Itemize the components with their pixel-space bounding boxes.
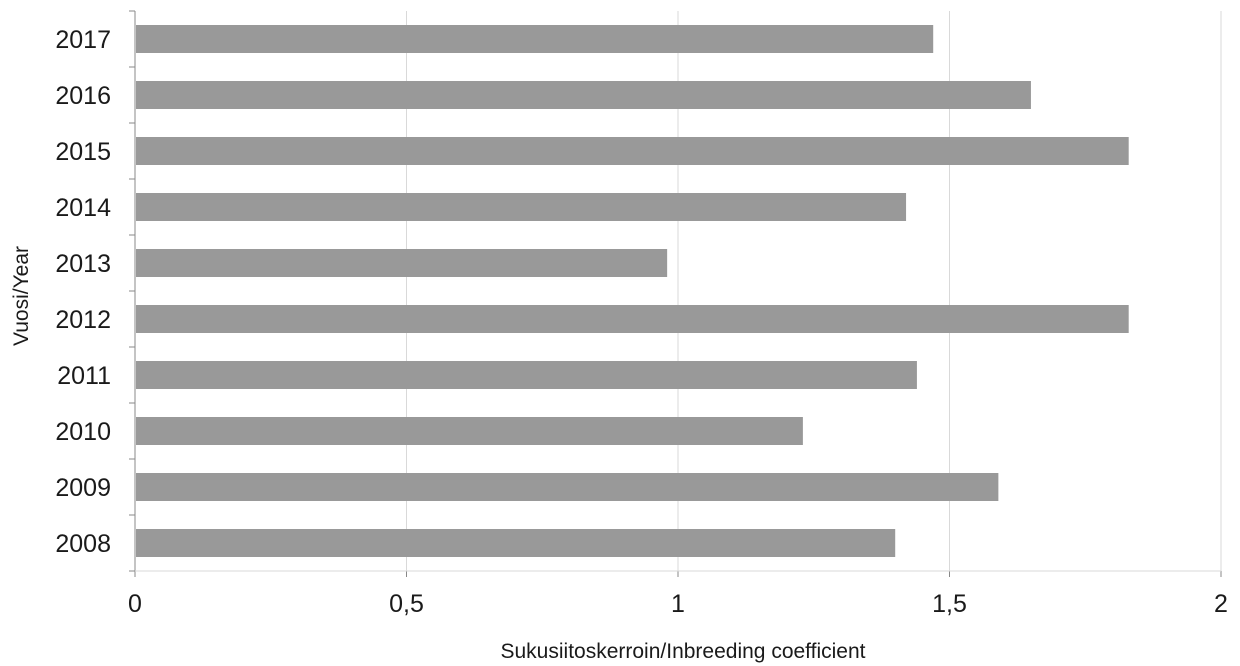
x-tick-label-3: 1,5	[932, 590, 967, 618]
x-tick-labels: 0 0,5 1 1,5 2	[128, 590, 1228, 618]
y-tick-label-2009: 2009	[55, 474, 111, 502]
bar-2016	[136, 81, 1031, 109]
y-tick-label-2016: 2016	[55, 82, 111, 110]
bar-2009	[136, 473, 999, 501]
bar-2015	[136, 137, 1129, 165]
bar-2013	[136, 249, 668, 277]
x-tick-label-4: 2	[1214, 590, 1228, 618]
y-tick-label-2014: 2014	[55, 194, 111, 222]
y-tick-label-2011: 2011	[57, 362, 111, 390]
y-tick-label-2012: 2012	[55, 306, 111, 334]
x-axis-title: Sukusiitoskerroin/Inbreeding coefficient	[501, 640, 866, 663]
axes	[129, 10, 1222, 577]
y-tick-labels: 2017 2016 2015 2014 2013 2012 2011 2010 2009 2008	[55, 26, 111, 558]
x-tick-label-2: 1	[671, 590, 685, 618]
bar-2017	[136, 25, 934, 53]
bar-2014	[136, 193, 907, 221]
y-tick-label-2015: 2015	[55, 138, 111, 166]
y-tick-label-2010: 2010	[55, 418, 111, 446]
y-axis-title: Vuosi/Year	[10, 246, 33, 346]
x-tick-label-1: 0,5	[389, 590, 424, 618]
bar-2008	[136, 529, 896, 557]
bars	[136, 25, 1129, 557]
y-tick-label-2017: 2017	[55, 26, 111, 54]
bar-2012	[136, 305, 1129, 333]
x-tick-label-0: 0	[128, 590, 142, 618]
bar-2011	[136, 361, 917, 389]
bar-2010	[136, 417, 803, 445]
y-tick-label-2013: 2013	[55, 250, 111, 278]
y-tick-label-2008: 2008	[55, 530, 111, 558]
